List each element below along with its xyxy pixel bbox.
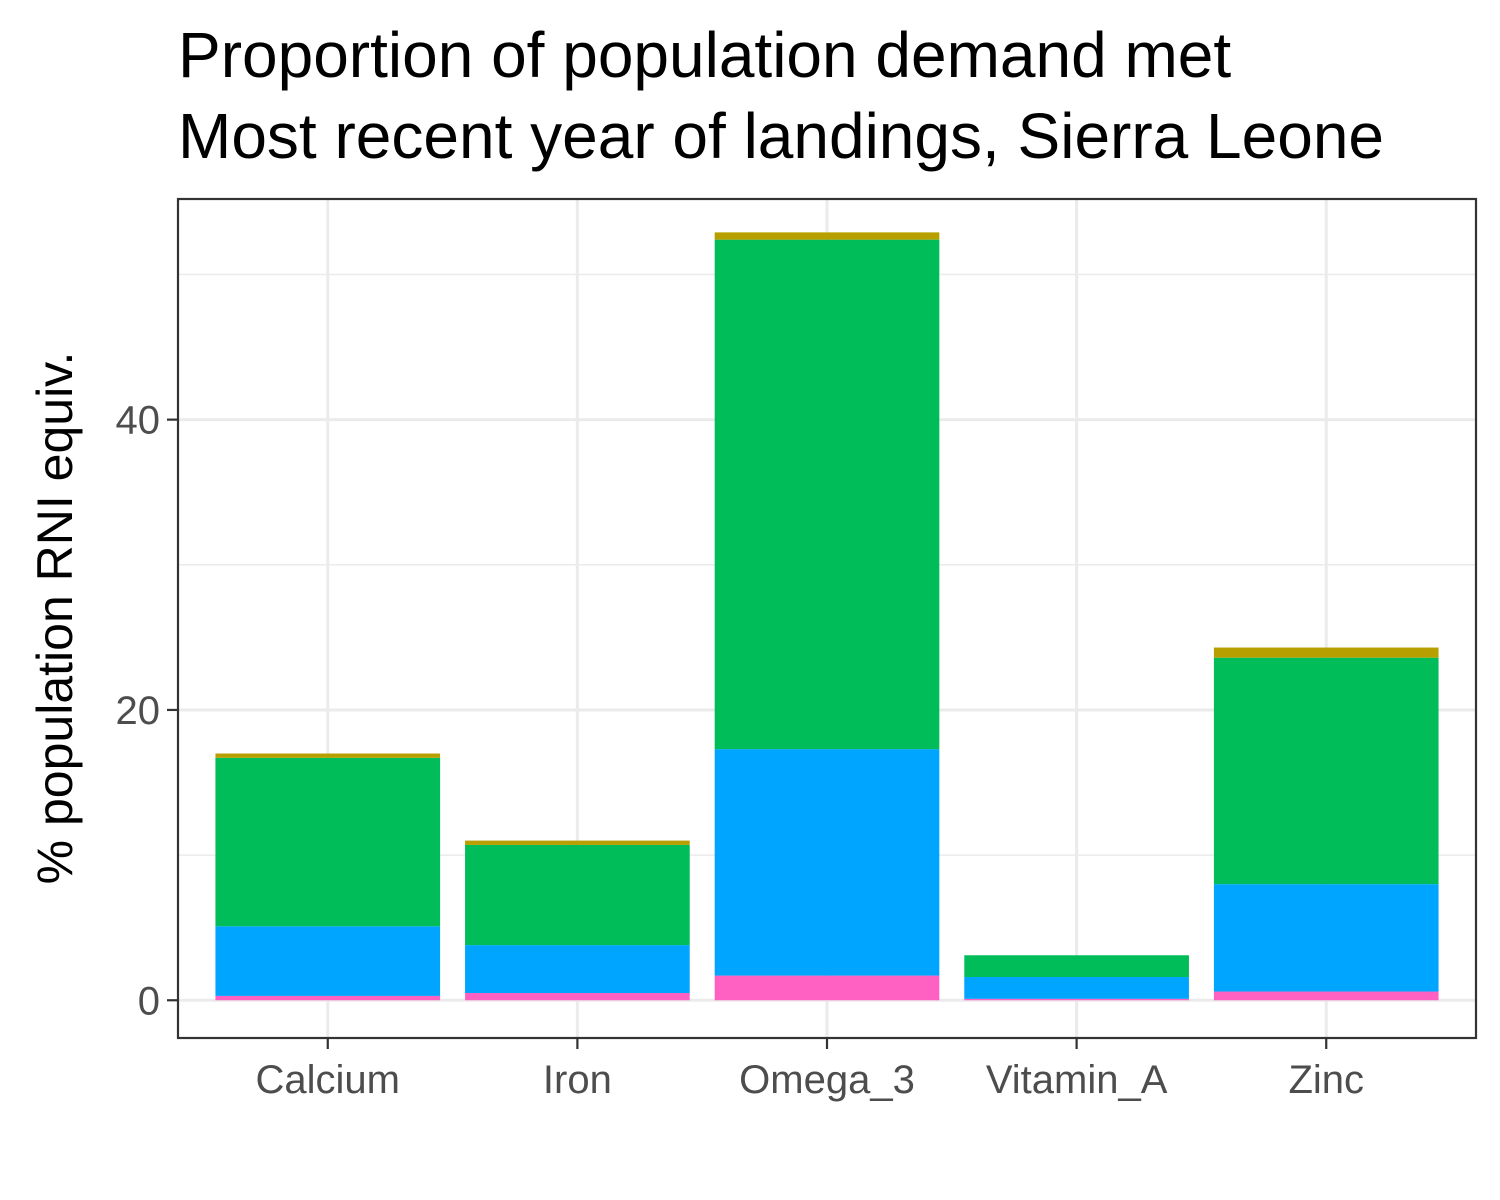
bar-segment [465, 993, 690, 1001]
y-tick-label: 40 [116, 399, 161, 443]
bar-segment [1213, 991, 1439, 1001]
axes: 0 20 40 Calcium Iron Omega_3 Vitamin_A Zinc [116, 399, 1365, 1102]
bar-segment [1213, 884, 1439, 992]
x-tick-label: Calcium [256, 1058, 400, 1102]
bar-segment [964, 998, 1189, 1001]
bar-segment [215, 995, 441, 1001]
bar-segment [714, 239, 940, 750]
x-tick-label: Iron [543, 1058, 612, 1102]
chart-title: Proportion of population demand met [178, 19, 1231, 91]
bar-segment [215, 753, 441, 758]
bar-segment [465, 945, 690, 994]
x-tick-label: Zinc [1288, 1058, 1364, 1102]
bar-segment [215, 926, 441, 996]
x-tick-label: Vitamin_A [986, 1058, 1168, 1102]
bar-segment [714, 749, 940, 976]
bar-segment [1213, 657, 1439, 885]
bar-segment [714, 232, 940, 240]
y-tick-label: 20 [116, 689, 161, 733]
chart-subtitle: Most recent year of landings, Sierra Leo… [178, 100, 1384, 172]
bar-segment [964, 977, 1189, 999]
bars [215, 232, 1439, 1001]
y-tick-label: 0 [138, 979, 160, 1023]
y-axis-label: % population RNI equiv. [27, 352, 83, 885]
bar-segment [714, 975, 940, 1001]
x-tick-label: Omega_3 [739, 1058, 915, 1102]
bar-segment [215, 757, 441, 927]
bar-segment [1213, 647, 1439, 658]
bar-segment [465, 844, 690, 946]
bar-segment [465, 840, 690, 845]
bar-segment [964, 955, 1189, 978]
